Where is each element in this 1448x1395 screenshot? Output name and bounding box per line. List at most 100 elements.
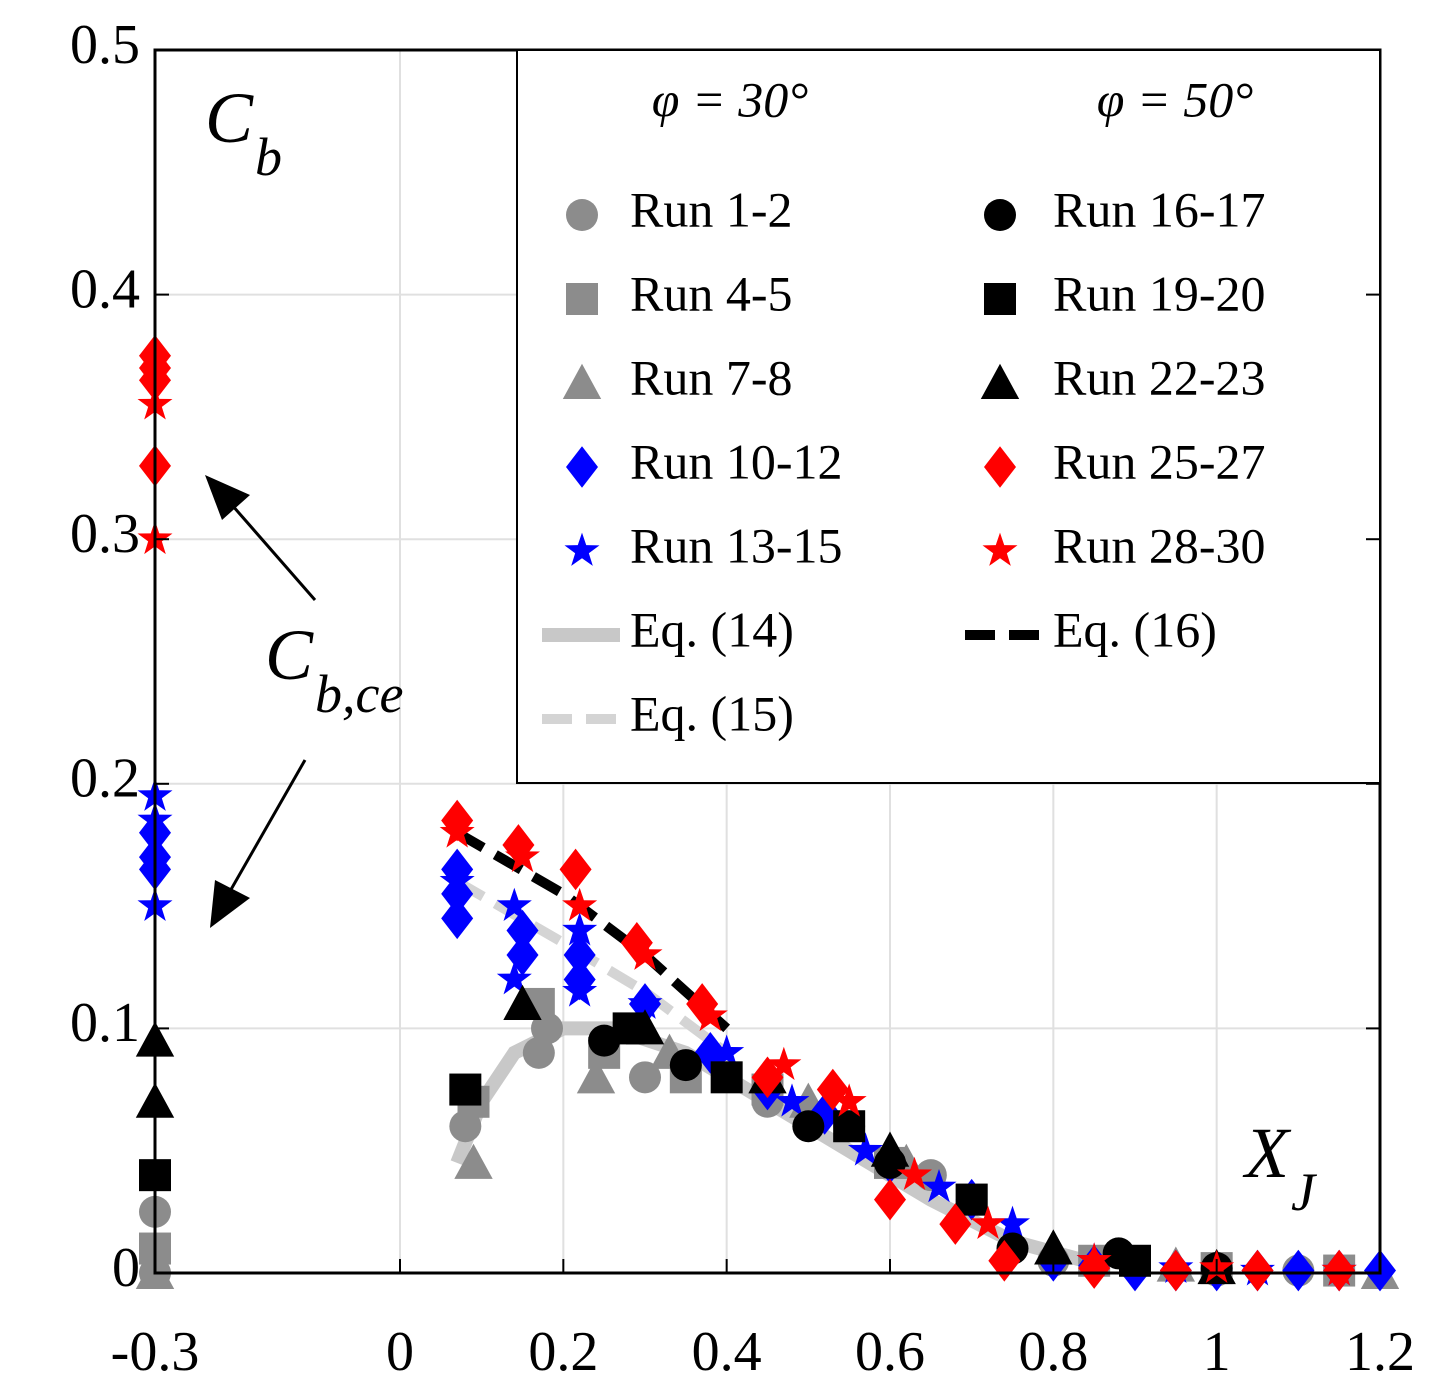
legend-marker — [564, 532, 600, 566]
legend-marker — [984, 199, 1016, 231]
marker — [441, 873, 474, 915]
marker — [439, 863, 475, 897]
marker — [576, 1058, 616, 1094]
y-tick-label: 0.5 — [70, 14, 140, 76]
marker — [995, 1205, 1030, 1239]
marker — [1076, 1242, 1112, 1276]
legend-label: Run 7-8 — [630, 349, 793, 405]
marker — [774, 1083, 810, 1117]
marker — [1159, 1249, 1192, 1292]
marker — [449, 1110, 482, 1143]
legend-box — [516, 49, 1381, 784]
marker — [831, 1083, 867, 1117]
x-tick-label: 1 — [1203, 1321, 1231, 1383]
legend-label: Run 22-23 — [1053, 349, 1266, 405]
x-tick-label: 0.4 — [692, 1321, 762, 1383]
marker — [562, 973, 598, 1007]
legend-label: Run 25-27 — [1053, 433, 1266, 489]
marker — [627, 936, 663, 970]
marker — [848, 1132, 883, 1166]
marker — [939, 1203, 972, 1245]
y-axis-label: Cb — [205, 78, 282, 188]
legend-label: Run 1-2 — [630, 181, 793, 237]
marker — [921, 1168, 957, 1203]
legend-label: Eq. (15) — [630, 685, 794, 741]
marker — [669, 1049, 702, 1082]
marker — [441, 897, 474, 940]
marker — [692, 997, 728, 1032]
marker — [562, 912, 598, 946]
legend-marker — [566, 199, 598, 231]
x-tick-label: 1.2 — [1345, 1321, 1415, 1383]
y-tick-label: 0.1 — [70, 992, 140, 1054]
marker — [792, 1110, 825, 1143]
marker — [439, 814, 475, 848]
legend-marker — [566, 446, 598, 488]
marker — [496, 887, 532, 921]
x-label-sub: J — [1291, 1162, 1318, 1222]
x-label-main: X — [1242, 1113, 1292, 1193]
y-tick-label: 0.3 — [70, 503, 140, 565]
annotation-arrows — [205, 475, 317, 928]
legend-marker — [562, 363, 602, 399]
annotation-sub: b,ce — [315, 664, 403, 724]
marker — [1282, 1249, 1315, 1292]
marker — [503, 984, 542, 1020]
marker — [870, 1131, 910, 1167]
marker — [531, 1012, 563, 1045]
annotation: Cb,ce — [265, 615, 403, 725]
legend-header: φ = 30° — [652, 71, 808, 127]
legend-label: Run 13-15 — [630, 517, 843, 573]
marker — [988, 1239, 1021, 1282]
marker — [1321, 1252, 1357, 1286]
legend-label: Run 28-30 — [1053, 517, 1266, 573]
marker — [629, 1061, 661, 1094]
legend-header: φ = 50° — [1097, 71, 1253, 127]
marker — [522, 1036, 555, 1069]
legend-marker — [566, 283, 598, 315]
y-label-sub: b — [255, 127, 282, 187]
marker — [874, 1178, 906, 1221]
legend-label: Eq. (14) — [630, 601, 794, 657]
marker — [496, 961, 532, 995]
annotation-main: C — [265, 615, 314, 695]
legend-marker — [982, 532, 1018, 566]
marker — [563, 934, 596, 976]
x-tick-label: 0.2 — [528, 1321, 598, 1383]
marker — [1119, 1244, 1151, 1277]
legend-label: Eq. (16) — [1053, 601, 1217, 657]
ticks: -0.3 0 0.2 0.4 0.6 0.8 1 1.2 0 0.1 0.2 0.3 0.4 0.5 — [70, 14, 1415, 1383]
marker — [766, 1046, 802, 1080]
marker — [833, 1110, 866, 1143]
y-tick-label: 0.4 — [70, 258, 140, 320]
legend-marker — [984, 446, 1016, 488]
marker — [709, 1034, 745, 1068]
x-tick-label: -0.3 — [111, 1321, 200, 1383]
legend-label: Run 16-17 — [1053, 181, 1266, 237]
marker — [454, 1143, 493, 1179]
marker — [970, 1205, 1006, 1239]
marker — [625, 1009, 665, 1045]
legend-marker — [980, 363, 1020, 399]
legend-label: Run 4-5 — [630, 265, 793, 321]
x-axis-label: XJ — [1242, 1113, 1318, 1223]
legend-label: Run 10-12 — [630, 433, 843, 489]
x-tick-label: 0.6 — [855, 1321, 925, 1383]
marker — [506, 909, 539, 952]
legend: φ = 30° φ = 50° Run 1-2 Run 4-5 Run 7-8 Run 1… — [542, 71, 1266, 741]
legend-marker — [984, 283, 1016, 315]
marker — [710, 1061, 743, 1094]
marker — [1241, 1249, 1274, 1292]
y-tick-label: 0.2 — [70, 748, 140, 810]
marker — [751, 1056, 784, 1099]
y-tick-label: 0 — [112, 1237, 140, 1299]
legend-label: Run 19-20 — [1053, 265, 1266, 321]
marker — [955, 1183, 988, 1216]
marker — [897, 1156, 932, 1191]
marker — [505, 838, 540, 873]
y-label-main: C — [205, 78, 254, 158]
x-tick-label: 0 — [386, 1321, 414, 1383]
curve — [454, 828, 731, 1033]
marker — [562, 887, 598, 921]
